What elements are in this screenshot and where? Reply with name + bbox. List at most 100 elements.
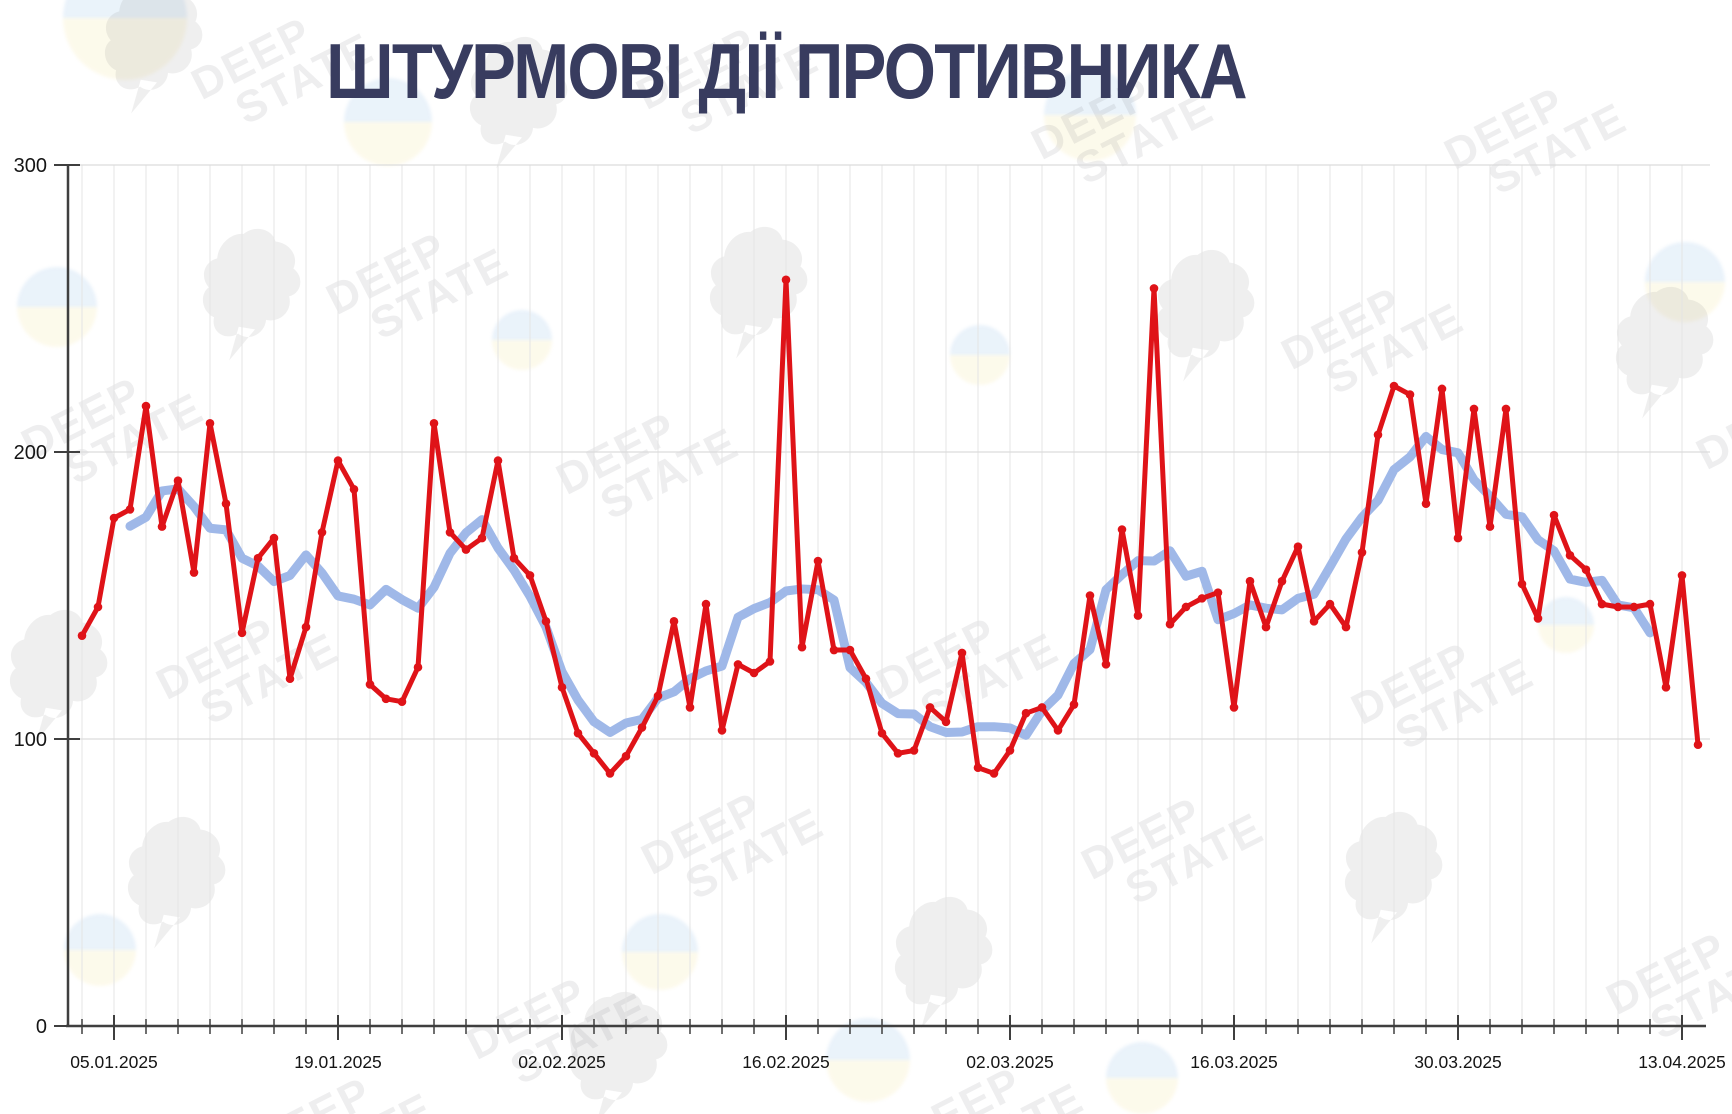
data-point xyxy=(1181,602,1191,612)
data-point xyxy=(1453,533,1463,543)
y-tick-label: 100 xyxy=(14,729,47,751)
data-point xyxy=(1581,565,1591,574)
data-point xyxy=(1421,499,1431,508)
data-point xyxy=(1549,510,1559,520)
data-point xyxy=(493,456,503,465)
data-point xyxy=(1293,542,1303,552)
data-point xyxy=(173,476,183,486)
data-point xyxy=(909,746,919,755)
data-point xyxy=(477,533,487,543)
data-point xyxy=(557,683,567,692)
x-tick-label: 16.03.2025 xyxy=(1190,1052,1278,1072)
data-point xyxy=(541,617,551,626)
data-point xyxy=(1565,551,1575,560)
data-point xyxy=(237,628,247,638)
data-point xyxy=(1213,588,1223,597)
x-tick-label: 02.03.2025 xyxy=(966,1052,1054,1072)
data-point xyxy=(1389,381,1399,391)
data-point xyxy=(1517,579,1527,589)
data-point xyxy=(1197,594,1207,603)
data-point xyxy=(749,668,759,678)
data-point xyxy=(1149,284,1159,293)
gridlines xyxy=(68,164,1710,1026)
data-point xyxy=(941,717,951,727)
data-point xyxy=(893,749,903,758)
data-point xyxy=(1277,576,1287,586)
y-tick-label: 200 xyxy=(14,442,47,464)
data-point xyxy=(1533,614,1543,623)
data-point xyxy=(509,553,519,563)
data-point xyxy=(989,769,999,778)
data-point xyxy=(1261,622,1271,632)
data-point xyxy=(269,533,279,543)
data-point xyxy=(1069,700,1079,709)
data-point xyxy=(1309,617,1319,626)
data-point xyxy=(189,568,199,577)
data-point xyxy=(1677,571,1687,580)
data-point xyxy=(717,726,727,735)
data-point xyxy=(141,401,151,411)
data-point xyxy=(845,645,855,655)
data-point xyxy=(1437,384,1447,394)
data-point xyxy=(413,662,423,672)
data-point xyxy=(1325,599,1335,609)
data-point xyxy=(1469,404,1479,414)
data-point xyxy=(1165,619,1175,629)
y-tick-label: 300 xyxy=(14,155,47,177)
data-point xyxy=(1373,430,1383,440)
data-point xyxy=(397,697,407,706)
data-point xyxy=(685,703,695,712)
data-point xyxy=(877,728,887,738)
data-point xyxy=(653,691,663,701)
data-point xyxy=(957,648,967,658)
data-point xyxy=(125,505,135,514)
x-tick-label: 02.02.2025 xyxy=(518,1052,606,1072)
data-point xyxy=(1117,525,1127,534)
data-point xyxy=(93,602,103,612)
data-point xyxy=(813,556,823,566)
data-point xyxy=(1485,522,1495,531)
data-point xyxy=(1133,611,1143,620)
data-point xyxy=(349,485,359,494)
data-point xyxy=(621,751,631,761)
data-point xyxy=(1341,622,1351,632)
data-point xyxy=(1613,602,1623,612)
data-point xyxy=(525,571,535,580)
data-point xyxy=(1661,683,1671,692)
data-point xyxy=(253,553,263,563)
data-point xyxy=(1501,404,1511,414)
data-point xyxy=(925,703,935,712)
data-point xyxy=(365,680,375,689)
axes: 0 100 200 300 05.01.2025 19.01.2025 02.02.2025… xyxy=(14,155,1726,1072)
x-tick-label: 05.01.2025 xyxy=(70,1052,158,1072)
data-point xyxy=(1037,703,1047,712)
x-tick-label: 16.02.2025 xyxy=(742,1052,830,1072)
data-point xyxy=(1693,740,1703,750)
x-tick-label: 19.01.2025 xyxy=(294,1052,382,1072)
data-point xyxy=(1229,703,1239,712)
data-point xyxy=(637,723,647,732)
data-point xyxy=(973,763,983,772)
data-point xyxy=(301,622,311,632)
data-point xyxy=(765,657,775,666)
data-point xyxy=(445,528,455,537)
data-point xyxy=(669,617,679,626)
data-point xyxy=(381,694,391,704)
y-tick-label: 0 xyxy=(36,1016,47,1038)
data-point xyxy=(733,660,743,669)
data-point xyxy=(317,528,327,537)
data-point xyxy=(1085,591,1095,600)
data-point xyxy=(701,599,711,609)
data-point xyxy=(861,674,871,684)
data-point xyxy=(1021,708,1031,718)
data-point xyxy=(1357,548,1367,557)
x-tick-label: 13.04.2025 xyxy=(1638,1052,1726,1072)
data-point xyxy=(1405,390,1415,399)
data-point xyxy=(1645,599,1655,609)
data-point xyxy=(573,728,583,738)
data-point xyxy=(109,513,119,523)
data-point xyxy=(461,545,471,554)
data-point xyxy=(797,642,807,652)
